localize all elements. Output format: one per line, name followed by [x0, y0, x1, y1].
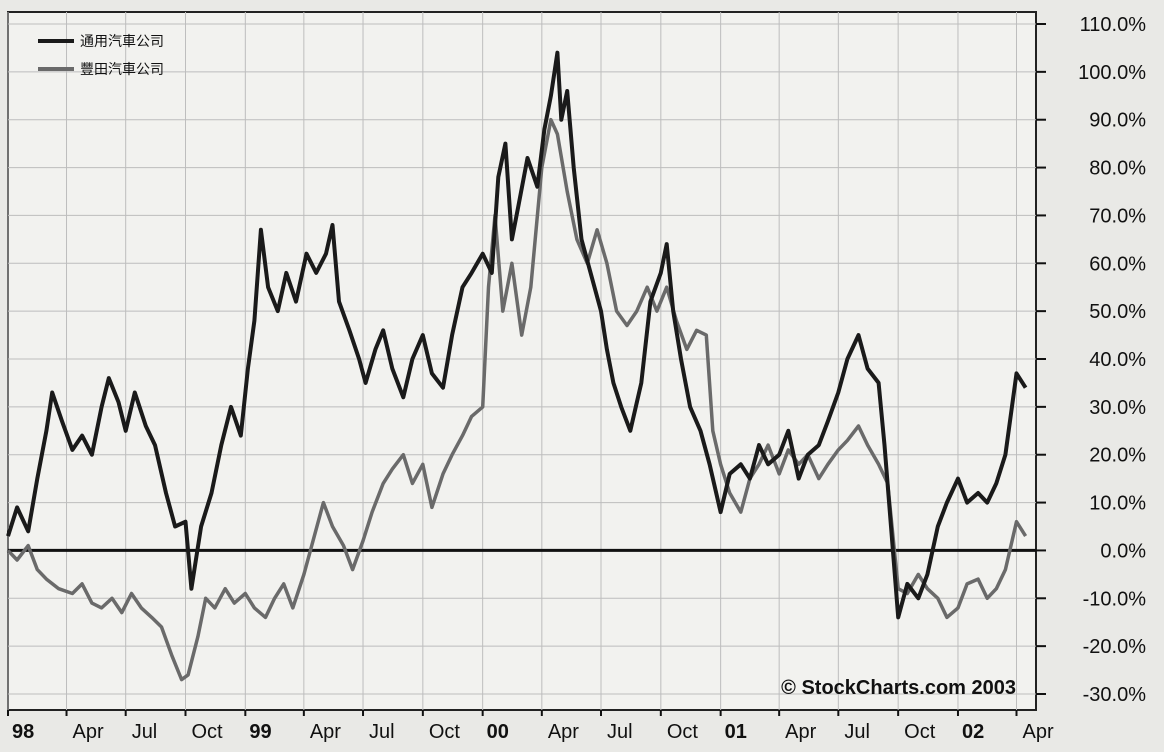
- x-tick-label: Jul: [607, 721, 633, 743]
- plot-area: [7, 11, 1037, 711]
- x-tick-label: Jul: [844, 721, 870, 743]
- x-tick-label: 98: [12, 721, 34, 743]
- y-tick-label: 60.0%: [1089, 253, 1146, 275]
- y-tick-label: 50.0%: [1089, 301, 1146, 323]
- watermark-text: © StockCharts.com 2003: [781, 677, 1016, 699]
- legend-label: 豐田汽車公司: [80, 61, 164, 77]
- x-tick-label: Apr: [785, 721, 816, 743]
- series-line-1: [6, 50, 1028, 620]
- x-tick-label: Jul: [369, 721, 395, 743]
- series-lines: [6, 50, 1028, 682]
- x-tick-label: Oct: [667, 721, 699, 743]
- y-tick-label: 100.0%: [1078, 62, 1146, 84]
- x-tick-label: Oct: [429, 721, 461, 743]
- x-tick-label: Apr: [310, 721, 341, 743]
- x-tick-label: Apr: [548, 721, 579, 743]
- y-tick-label: 110.0%: [1080, 14, 1147, 36]
- y-tick-label: 90.0%: [1089, 110, 1146, 132]
- y-tick-label: 30.0%: [1089, 397, 1146, 419]
- x-axis: 98 Apr Jul Oct 99 Apr Jul Oct 00 Apr Jul Oct 01 Apr Ju…: [7, 710, 1054, 743]
- x-tick-label: 99: [249, 721, 271, 743]
- x-tick-label: Oct: [904, 721, 936, 743]
- y-tick-label: 80.0%: [1089, 158, 1146, 180]
- x-tick-label: 00: [487, 721, 509, 743]
- y-tick-label: -30.0%: [1083, 684, 1147, 706]
- y-tick-label: -10.0%: [1083, 588, 1147, 610]
- x-tick-label: 01: [725, 721, 747, 743]
- y-tick-label: 70.0%: [1089, 205, 1146, 227]
- x-tick-label: Apr: [73, 721, 104, 743]
- series-line-2: [6, 117, 1028, 682]
- x-tick-label: Apr: [1022, 721, 1053, 743]
- y-tick-label: 10.0%: [1089, 493, 1146, 515]
- x-tick-label: 02: [962, 721, 984, 743]
- y-tick-label: 20.0%: [1089, 445, 1146, 467]
- x-tick-label: Oct: [192, 721, 224, 743]
- y-tick-label: 0.0%: [1100, 540, 1146, 562]
- y-axis: 110.0% 100.0% 90.0% 80.0% 70.0% 60.0% 50.0% 40.…: [1036, 14, 1146, 706]
- y-tick-label: -20.0%: [1083, 636, 1147, 658]
- y-tick-label: 40.0%: [1089, 349, 1146, 371]
- legend-label: 通用汽車公司: [80, 33, 164, 49]
- x-tick-label: Jul: [132, 721, 158, 743]
